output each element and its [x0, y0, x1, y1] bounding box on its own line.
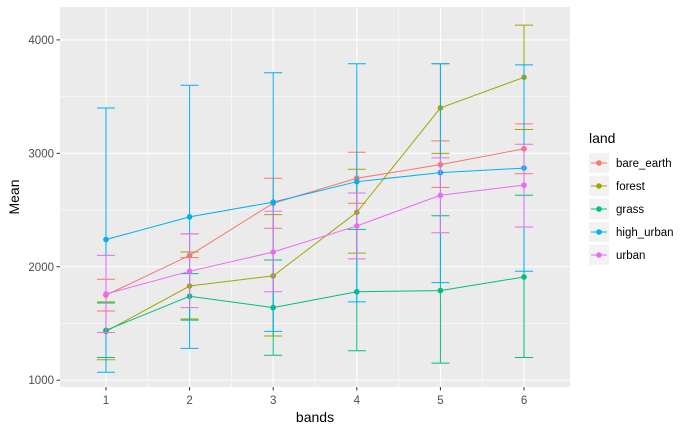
legend-item-forest: forest: [589, 176, 646, 196]
data-point: [103, 236, 109, 243]
data-point: [437, 192, 444, 199]
x-tick-label: 5: [437, 395, 443, 407]
legend-item-grass: grass: [589, 199, 644, 219]
x-tick-label: 6: [521, 395, 527, 407]
x-axis-title: bands: [296, 409, 334, 425]
y-tick-label: 4000: [28, 35, 54, 47]
legend-label: urban: [616, 250, 645, 262]
x-tick-label: 2: [186, 395, 192, 407]
series-line: [105, 167, 525, 241]
legend-label: bare_earth: [616, 158, 672, 170]
legend-item-urban: urban: [589, 245, 645, 265]
legend-label: grass: [616, 204, 644, 216]
x-tick-label: 4: [354, 395, 361, 407]
legend-key-point: [596, 252, 602, 258]
x-tick-label: 1: [103, 395, 109, 407]
legend-key-point: [596, 183, 602, 189]
data-series: [96, 24, 534, 373]
data-point: [186, 214, 193, 220]
legend-title: land: [589, 130, 615, 146]
legend-key-point: [596, 160, 602, 166]
y-tick-label: 3000: [28, 148, 54, 160]
series-urban: [96, 143, 534, 334]
legend-item-high_urban: high_urban: [589, 222, 674, 242]
data-point: [437, 287, 444, 294]
data-point: [103, 291, 109, 297]
series-line: [105, 184, 525, 295]
data-point: [270, 199, 276, 205]
axes: 1 2 3 4 5 6 1000 2000 3000 4000: [28, 35, 527, 407]
data-point: [186, 268, 193, 275]
legend-label: forest: [616, 181, 646, 193]
legend-key-point: [596, 206, 602, 212]
data-point: [521, 274, 527, 280]
y-tick-label: 2000: [28, 262, 54, 274]
legend-key-point: [596, 229, 602, 235]
y-tick-label: 1000: [28, 375, 54, 387]
series-line: [105, 76, 525, 332]
x-tick-label: 3: [270, 395, 276, 407]
legend-label: high_urban: [616, 227, 674, 239]
legend-item-bare_earth: bare_earth: [589, 153, 672, 173]
data-point: [354, 223, 360, 229]
series-line: [105, 276, 525, 331]
data-point: [354, 178, 360, 185]
series-line: [105, 148, 525, 296]
y-axis-title: Mean: [6, 179, 22, 214]
data-point: [270, 249, 276, 255]
data-point: [521, 182, 527, 188]
